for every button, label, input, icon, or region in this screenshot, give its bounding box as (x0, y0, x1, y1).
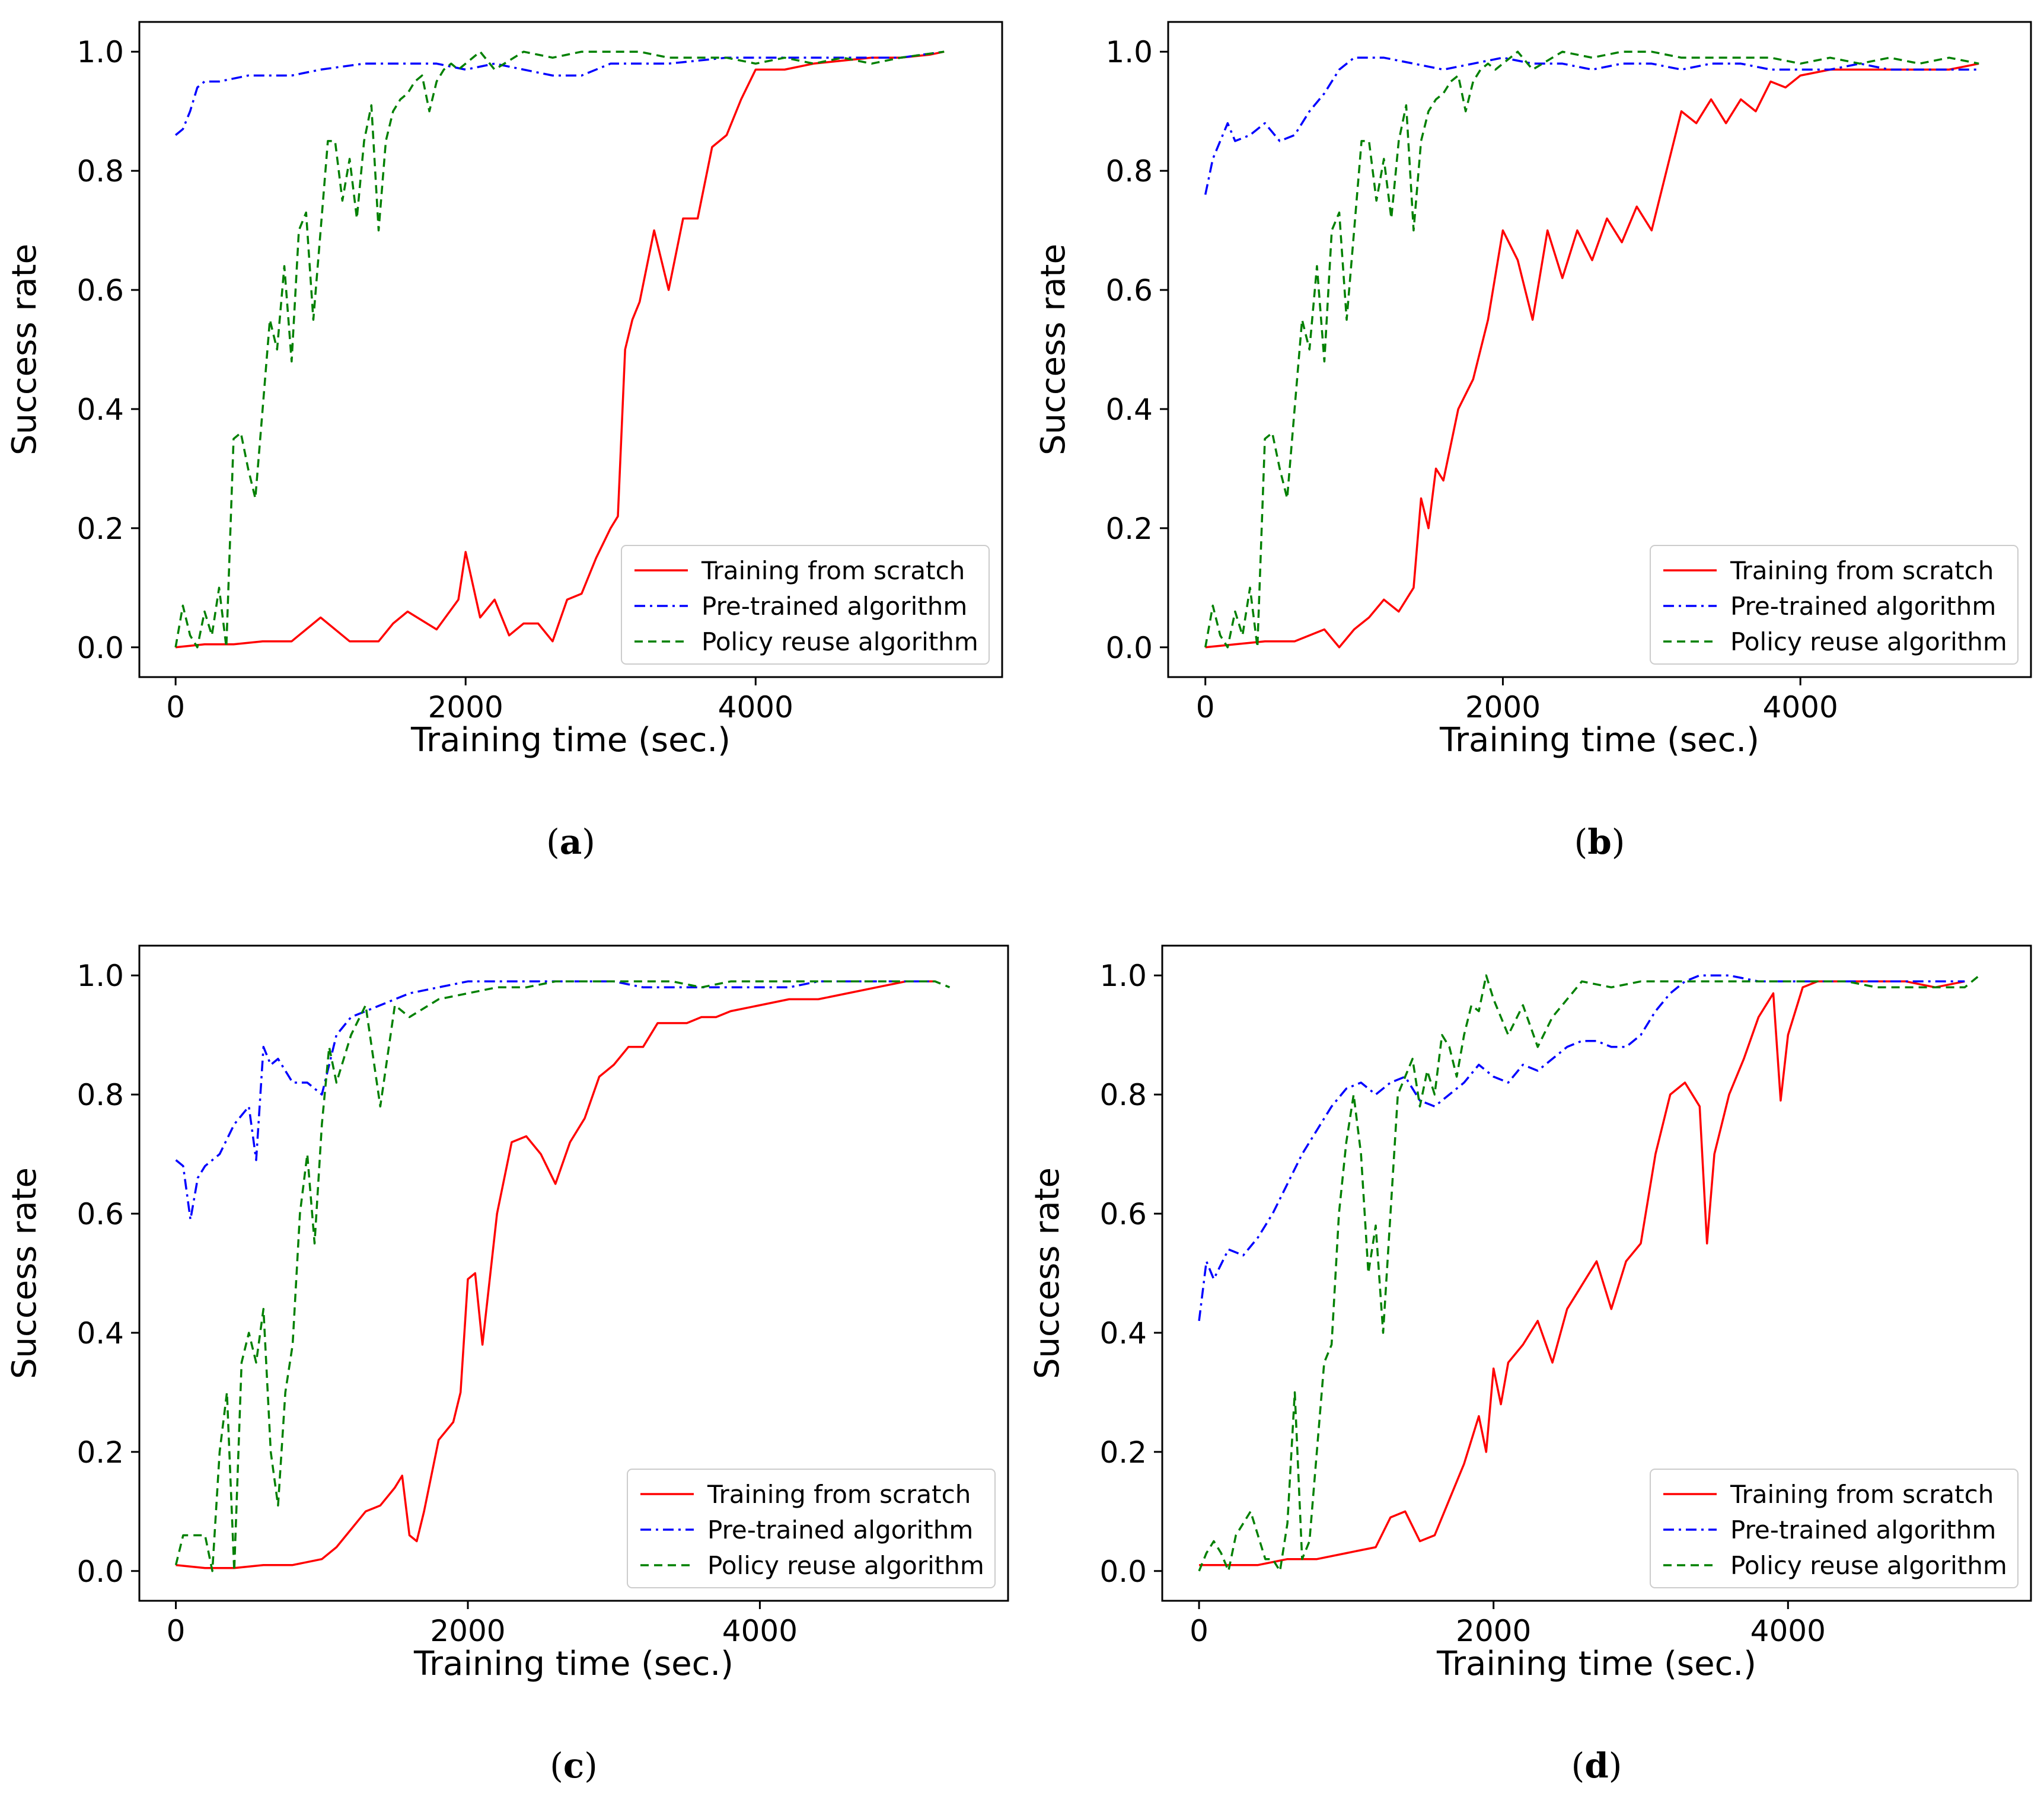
series-line-3 (174, 980, 951, 1572)
y-tick-label: 0.8 (76, 1078, 124, 1112)
plot-frame (1161, 944, 2032, 1602)
legend-label-3: Policy reuse algorithm (707, 1551, 984, 1580)
y-tick-label: 0.2 (1105, 512, 1153, 546)
legend-label-3: Policy reuse algorithm (1730, 1551, 2007, 1580)
y-tick-label: 1.0 (76, 959, 124, 993)
y-tick-label: 0.2 (76, 512, 124, 546)
chart-panel-a: 0 2000 4000 0.0 0.2 0.4 0.6 0.8 1.0 Training time… (5, 21, 1003, 862)
legend: Training from scratch Pre-trained algorit… (1650, 1469, 2019, 1588)
x-tick-label: 4000 (718, 690, 793, 725)
series-line-1 (1199, 980, 1965, 1566)
series-line-3 (1204, 50, 1979, 649)
series-line-2 (1204, 56, 1979, 195)
x-tick-label: 4000 (722, 1614, 798, 1648)
y-axis-label: Success rate (5, 1167, 44, 1379)
y-tick-label: 0.6 (76, 1197, 124, 1231)
legend-box (1650, 1469, 2019, 1588)
legend-label-1: Training from scratch (707, 1480, 971, 1509)
y-tick-label: 0.2 (1099, 1435, 1147, 1470)
x-tick-label: 2000 (428, 690, 503, 725)
y-tick-label: 0.4 (1099, 1316, 1147, 1351)
legend-label-3: Policy reuse algorithm (701, 627, 978, 656)
series-line-2 (174, 50, 945, 136)
y-axis-label: Success rate (1028, 1167, 1067, 1379)
x-tick-label: 0 (166, 690, 185, 725)
series-line-1 (1205, 62, 1979, 649)
series-line-1 (176, 980, 935, 1569)
x-tick-label: 2000 (1465, 690, 1541, 725)
legend-label-2: Pre-trained algorithm (1730, 1515, 1996, 1544)
legend: Training from scratch Pre-trained algorit… (1650, 545, 2019, 665)
chart-panel-b: 0 2000 4000 0.0 0.2 0.4 0.6 0.8 1.0 Training time… (1034, 21, 2032, 862)
plot-frame (138, 944, 1009, 1602)
legend-label-2: Pre-trained algorithm (701, 592, 967, 621)
y-tick-label: 1.0 (1105, 35, 1153, 69)
y-tick-label: 0.2 (76, 1435, 124, 1470)
y-tick-label: 0.0 (76, 1555, 124, 1589)
panel-caption: (d) (1571, 1745, 1622, 1786)
panel-caption: (c) (550, 1745, 598, 1786)
y-tick-label: 0.6 (1105, 273, 1153, 308)
y-tick-label: 0.6 (1099, 1197, 1147, 1231)
y-tick-label: 0.8 (76, 154, 124, 189)
legend: Training from scratch Pre-trained algorit… (627, 1469, 996, 1588)
y-tick-label: 0.4 (76, 392, 124, 427)
x-tick-label: 4000 (1750, 1614, 1826, 1648)
y-tick-label: 1.0 (76, 35, 124, 69)
series-line-2 (1198, 974, 1965, 1322)
y-tick-label: 0.6 (76, 273, 124, 308)
y-tick-label: 0.8 (1105, 154, 1153, 189)
x-tick-label: 0 (167, 1614, 186, 1648)
y-tick-label: 0.0 (76, 631, 124, 665)
series-line-3 (1198, 974, 1981, 1572)
legend-label-1: Training from scratch (701, 556, 965, 585)
y-tick-label: 0.4 (1105, 392, 1153, 427)
x-axis-label: Training time (sec.) (410, 721, 731, 759)
x-axis-label: Training time (sec.) (413, 1645, 734, 1683)
legend-box (1650, 545, 2019, 665)
legend-label-1: Training from scratch (1730, 556, 1994, 585)
legend-label-2: Pre-trained algorithm (707, 1515, 973, 1544)
chart-panel-d: 0 2000 4000 0.0 0.2 0.4 0.6 0.8 1.0 Training time… (1028, 944, 2032, 1786)
x-tick-label: 0 (1196, 690, 1215, 725)
x-tick-label: 2000 (1456, 1614, 1531, 1648)
legend-label-1: Training from scratch (1730, 1480, 1994, 1509)
legend-box (621, 545, 990, 665)
chart-panel-c: 0 2000 4000 0.0 0.2 0.4 0.6 0.8 1.0 Training time… (5, 944, 1009, 1786)
legend: Training from scratch Pre-trained algorit… (621, 545, 990, 665)
y-axis-label: Success rate (1034, 244, 1073, 455)
legend-label-2: Pre-trained algorithm (1730, 592, 1996, 621)
x-axis-label: Training time (sec.) (1439, 721, 1759, 759)
x-tick-label: 0 (1190, 1614, 1208, 1648)
plot-frame (138, 21, 1003, 678)
x-tick-label: 2000 (430, 1614, 505, 1648)
plot-frame (1167, 21, 2032, 678)
panel-caption: (b) (1574, 822, 1625, 862)
y-tick-label: 1.0 (1099, 959, 1147, 993)
panel-caption: (a) (546, 822, 595, 862)
y-tick-label: 0.4 (76, 1316, 124, 1351)
y-tick-label: 0.0 (1105, 631, 1153, 665)
y-axis-label: Success rate (5, 244, 44, 455)
series-line-2 (175, 980, 935, 1221)
y-tick-label: 0.8 (1099, 1078, 1147, 1112)
series-line-1 (175, 50, 945, 649)
series-line-3 (174, 50, 945, 649)
x-axis-label: Training time (sec.) (1436, 1645, 1756, 1683)
legend-box (627, 1469, 996, 1588)
y-tick-label: 0.0 (1099, 1555, 1147, 1589)
x-tick-label: 4000 (1763, 690, 1838, 725)
legend-label-3: Policy reuse algorithm (1730, 627, 2007, 656)
